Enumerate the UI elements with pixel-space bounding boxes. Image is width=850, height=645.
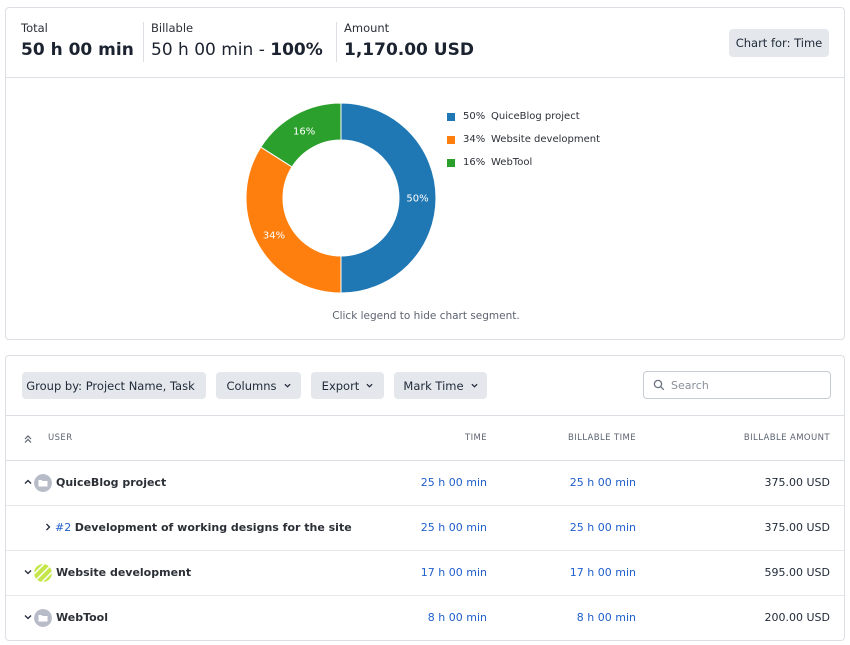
billable-time-value[interactable]: 8 h 00 min	[576, 611, 636, 624]
column-header-user[interactable]: User	[48, 433, 73, 443]
donut-slice[interactable]	[260, 102, 342, 168]
chevron-down-icon	[283, 383, 291, 388]
billable-value-line: 50 h 00 min - 100%	[151, 40, 323, 60]
legend-label: WebTool	[491, 157, 533, 168]
legend-percent: 50%	[463, 111, 486, 122]
table-header: User Time Billable Time Billable Amount	[6, 416, 844, 461]
project-name[interactable]: Website development	[56, 566, 192, 579]
time-value[interactable]: 25 h 00 min	[420, 521, 487, 534]
table-row[interactable]: Website development 17 h 00 min 17 h 00 …	[6, 551, 844, 596]
total-value: 50 h 00 min	[21, 40, 134, 60]
search-icon	[653, 379, 665, 391]
billable-amount-value: 375.00 USD	[764, 521, 831, 534]
legend-item[interactable]: 16% WebTool	[447, 151, 600, 174]
mark-time-label: Mark Time	[403, 378, 464, 393]
task-number[interactable]: #2	[55, 521, 72, 534]
legend-swatch	[447, 135, 455, 144]
billable-value: 50 h 00 min	[151, 40, 254, 60]
donut-slice[interactable]	[245, 146, 342, 294]
billable-separator: -	[253, 40, 271, 60]
folder-icon	[34, 474, 52, 492]
project-name[interactable]: QuiceBlog project	[56, 476, 167, 489]
folder-icon	[34, 609, 52, 627]
chart-legend: 50% QuiceBlog project 34% Website developme…	[447, 105, 600, 174]
slice-label: 34%	[263, 230, 285, 241]
column-header-billable-amount[interactable]: Billable Amount	[743, 433, 830, 443]
billable-time-value[interactable]: 25 h 00 min	[569, 476, 636, 489]
slice-label: 16%	[293, 126, 315, 137]
export-label: Export	[321, 378, 360, 393]
group-by-button[interactable]: Group by: Project Name, Task	[22, 372, 206, 399]
chart-area: 50% 34% 16% 50% QuiceBlog project 34% Website…	[6, 78, 844, 340]
striped-avatar	[34, 564, 52, 582]
chart-for-button[interactable]: Chart for: Time	[729, 29, 829, 57]
billable-amount-value: 200.00 USD	[764, 611, 831, 624]
toolbar: Group by: Project Name, Task Columns Exp…	[6, 356, 844, 416]
time-value[interactable]: 8 h 00 min	[427, 611, 487, 624]
time-value[interactable]: 17 h 00 min	[420, 566, 487, 579]
total-label: Total	[21, 21, 48, 35]
column-header-time[interactable]: Time	[464, 433, 487, 443]
task-name: Development of working designs for the s…	[74, 521, 352, 534]
mark-time-button[interactable]: Mark Time	[394, 372, 487, 399]
billable-amount-value: 595.00 USD	[764, 566, 831, 579]
task-label[interactable]: #2 Development of working designs for th…	[55, 521, 352, 534]
billable-time-value[interactable]: 17 h 00 min	[569, 566, 636, 579]
donut-slice[interactable]	[340, 102, 437, 294]
chevron-down-icon	[366, 383, 373, 388]
stats-bar: Total 50 h 00 min Billable 50 h 00 min -…	[6, 8, 844, 78]
amount-value: 1,170.00 USD	[344, 40, 474, 60]
table-row[interactable]: WebTool 8 h 00 min 8 h 00 min 200.00 USD	[6, 596, 844, 641]
chevron-down-icon[interactable]	[23, 612, 33, 622]
legend-percent: 16%	[463, 157, 486, 168]
column-header-billable-time[interactable]: Billable Time	[567, 433, 636, 443]
chevron-right-icon[interactable]	[43, 522, 53, 532]
summary-card: Total 50 h 00 min Billable 50 h 00 min -…	[5, 7, 845, 340]
divider	[143, 22, 144, 62]
project-name[interactable]: WebTool	[56, 611, 109, 624]
report-table-card: Group by: Project Name, Task Columns Exp…	[5, 355, 845, 641]
table-row[interactable]: #2 Development of working designs for th…	[6, 506, 844, 551]
legend-item[interactable]: 50% QuiceBlog project	[447, 105, 600, 128]
legend-percent: 34%	[463, 134, 486, 145]
billable-stat: Billable 50 h 00 min - 100%	[151, 21, 323, 60]
legend-label: Website development	[491, 134, 601, 145]
legend-swatch	[447, 158, 455, 167]
columns-label: Columns	[226, 378, 277, 393]
table-body: QuiceBlog project 25 h 00 min 25 h 00 mi…	[6, 461, 844, 641]
billable-percent: 100%	[270, 40, 323, 60]
columns-button[interactable]: Columns	[216, 372, 301, 399]
legend-item[interactable]: 34% Website development	[447, 128, 600, 151]
chart-hint: Click legend to hide chart segment.	[332, 310, 520, 322]
search-input[interactable]	[671, 378, 821, 392]
billable-amount-value: 375.00 USD	[764, 476, 831, 489]
table-row[interactable]: QuiceBlog project 25 h 00 min 25 h 00 mi…	[6, 461, 844, 506]
legend-swatch	[447, 112, 455, 121]
divider	[336, 22, 337, 62]
billable-time-value[interactable]: 25 h 00 min	[569, 521, 636, 534]
total-stat: Total 50 h 00 min	[21, 21, 134, 60]
search-box	[643, 371, 831, 399]
chevron-down-icon	[471, 383, 478, 388]
time-value[interactable]: 25 h 00 min	[420, 476, 487, 489]
legend-label: QuiceBlog project	[491, 111, 580, 122]
group-by-label: Group by: Project Name, Task	[26, 378, 195, 393]
slice-label: 50%	[406, 194, 428, 205]
chevron-up-icon[interactable]	[23, 477, 33, 487]
donut-chart: 50% 34% 16%	[245, 102, 437, 294]
billable-label: Billable	[151, 21, 194, 35]
export-button[interactable]: Export	[311, 372, 384, 399]
amount-stat: Amount 1,170.00 USD	[344, 21, 474, 60]
chevron-down-icon[interactable]	[23, 567, 33, 577]
amount-label: Amount	[344, 21, 390, 35]
collapse-all-icon[interactable]	[23, 434, 33, 444]
